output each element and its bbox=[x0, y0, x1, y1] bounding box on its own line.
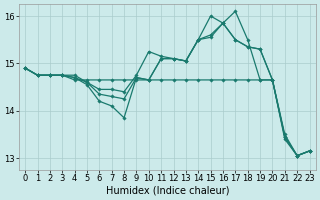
X-axis label: Humidex (Indice chaleur): Humidex (Indice chaleur) bbox=[106, 186, 229, 196]
